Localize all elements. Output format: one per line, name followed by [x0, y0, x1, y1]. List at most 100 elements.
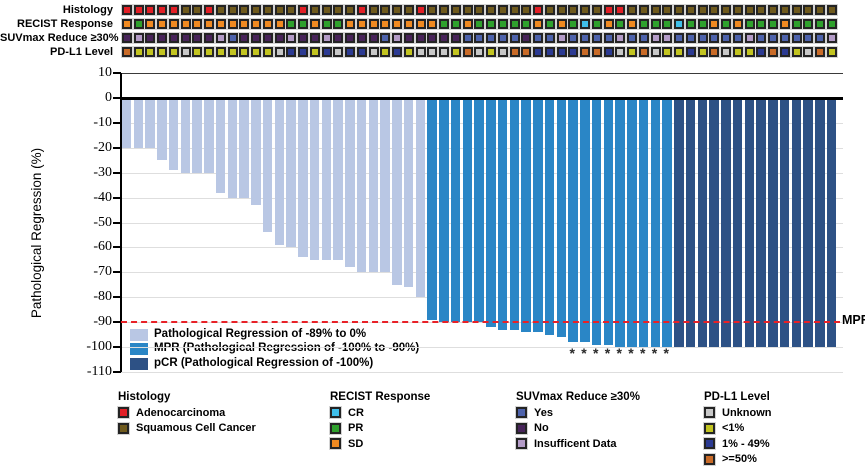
track-cell: [790, 4, 803, 16]
track-cell: [402, 4, 415, 16]
track-cell: [673, 18, 686, 30]
track-cell: [814, 4, 827, 16]
track-cell: [214, 32, 227, 44]
waterfall-bar: [721, 98, 731, 347]
track-cell: [496, 18, 509, 30]
track-cell: [238, 46, 251, 58]
track-cell: [673, 46, 686, 58]
gridline: [121, 347, 843, 348]
track-cell: [508, 4, 521, 16]
legend-label-mpr: MPR (Pathological Regression of -100% to…: [154, 342, 420, 354]
track-cell: [156, 18, 169, 30]
waterfall-bar: [662, 98, 672, 347]
track-cell: [485, 32, 498, 44]
track-cell: [297, 32, 310, 44]
track-cell: [555, 46, 568, 58]
waterfall-bar: [321, 98, 332, 260]
track-cell: [767, 4, 780, 16]
track-cell: [238, 32, 251, 44]
track-cell: [320, 32, 333, 44]
track-label-recist: RECIST Response: [17, 18, 113, 30]
track-cell: [602, 4, 615, 16]
track-cell: [814, 18, 827, 30]
y-tick-label: -110: [86, 363, 112, 379]
track-cell: [767, 18, 780, 30]
track-cell: [203, 46, 216, 58]
track-cell: [226, 18, 239, 30]
track-cell: [285, 32, 298, 44]
track-cell: [579, 46, 592, 58]
track-cell: [649, 32, 662, 44]
bottom-legend-swatch: [703, 406, 716, 419]
track-cell: [320, 46, 333, 58]
waterfall-bar: [603, 98, 614, 345]
track-cell: [167, 46, 180, 58]
track-cell: [367, 4, 380, 16]
track-cell: [532, 32, 545, 44]
waterfall-bar: [298, 98, 308, 258]
bottom-legend-label: Yes: [534, 406, 553, 419]
track-cell: [532, 18, 545, 30]
track-cell: [508, 46, 521, 58]
track-cell: [144, 18, 157, 30]
waterfall-bar: [274, 98, 285, 245]
track-cell: [825, 4, 838, 16]
track-cell: [661, 32, 674, 44]
track-cell: [391, 32, 404, 44]
y-tick: [113, 72, 121, 75]
track-cell: [332, 4, 345, 16]
y-tick: [113, 321, 121, 324]
waterfall-bar: [450, 98, 461, 323]
waterfall-bar: [768, 98, 778, 347]
track-cell: [461, 18, 474, 30]
track-cell: [344, 18, 357, 30]
track-cell: [179, 18, 192, 30]
track-cell: [285, 18, 298, 30]
bottom-legend-label: PR: [348, 422, 364, 434]
waterfall-bar: [638, 98, 649, 347]
track-cell: [649, 46, 662, 58]
track-cell: [696, 46, 709, 58]
waterfall-bar: [697, 98, 708, 347]
bottom-legend-label: 1% - 49%: [722, 437, 770, 450]
y-tick: [113, 97, 121, 99]
track-cell: [167, 4, 180, 16]
track-cell: [543, 32, 556, 44]
legend-label-pcr: pCR (Pathological Regression of -100%): [154, 357, 374, 369]
waterfall-bar: [192, 98, 202, 173]
legend-swatch-mpr: [130, 343, 148, 355]
waterfall-bar: [368, 98, 379, 273]
track-cell: [120, 46, 133, 58]
track-cell: [426, 18, 439, 30]
track-cell: [731, 32, 744, 44]
track-cell: [402, 46, 415, 58]
bottom-legend-label: SD: [348, 437, 364, 450]
track-cell: [414, 18, 427, 30]
track-cell: [555, 18, 568, 30]
track-cell: [191, 32, 204, 44]
track-cell: [156, 46, 169, 58]
track-cell: [473, 18, 486, 30]
track-cell: [614, 46, 627, 58]
track-cell: [649, 4, 662, 16]
track-cell: [132, 18, 145, 30]
track-cell: [426, 46, 439, 58]
bottom-legend-label: Insufficent Data: [534, 437, 617, 450]
y-tick-label: -70: [93, 264, 112, 280]
track-cell: [120, 4, 133, 16]
track-cell: [496, 4, 509, 16]
track-cell: [802, 18, 815, 30]
track-cell: [250, 46, 263, 58]
track-cell: [120, 18, 133, 30]
track-cell: [179, 4, 192, 16]
waterfall-bar: [345, 98, 355, 268]
track-cell: [355, 18, 368, 30]
track-cell: [308, 46, 321, 58]
waterfall-bar: [392, 98, 402, 285]
track-cell: [379, 18, 392, 30]
bottom-legend-title: RECIST Response: [330, 391, 431, 403]
track-cell: [273, 32, 286, 44]
bottom-legend-label: CR: [348, 406, 364, 419]
y-tick: [113, 221, 121, 224]
bottom-legend-title: Histology: [118, 391, 171, 403]
